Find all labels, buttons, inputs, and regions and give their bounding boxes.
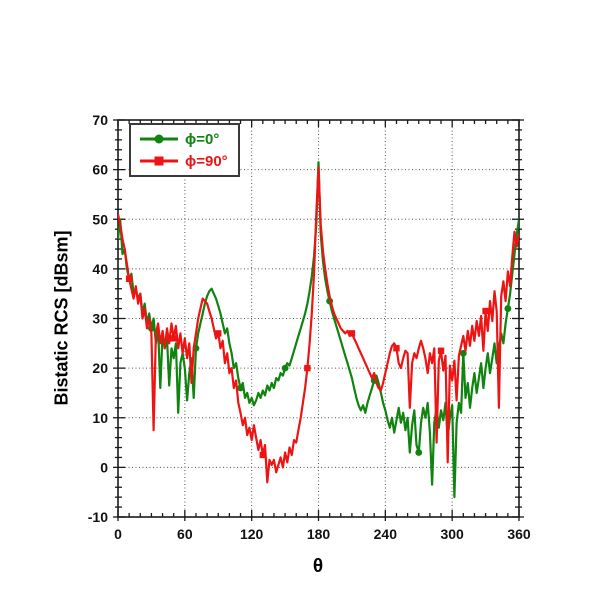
y-tick-label: 10 xyxy=(92,410,108,426)
series-marker xyxy=(237,384,244,392)
x-tick-label: 240 xyxy=(374,526,398,542)
series-line-0 xyxy=(118,161,519,499)
legend-label-phi90: ϕ=90° xyxy=(185,152,228,170)
series-marker xyxy=(259,451,267,459)
y-tick-label: 20 xyxy=(92,360,108,376)
series-marker xyxy=(437,347,445,354)
plot-frame xyxy=(117,119,520,518)
series-marker xyxy=(125,275,133,282)
x-tick-label: 60 xyxy=(177,526,193,542)
series-line-1 xyxy=(118,166,519,484)
x-tick-label: 180 xyxy=(307,526,331,542)
x-tick-label: 360 xyxy=(507,526,531,542)
y-tick-label: 50 xyxy=(92,211,108,227)
legend-swatch-phi90 xyxy=(140,156,178,166)
circle-marker-icon xyxy=(154,134,164,144)
series-marker xyxy=(215,330,222,337)
legend-item-phi0: ϕ=0° xyxy=(139,129,228,149)
legend-label-phi0: ϕ=0° xyxy=(185,130,220,148)
series-marker xyxy=(482,307,489,315)
y-tick-label: 70 xyxy=(92,112,108,128)
legend-item-phi90: ϕ=90° xyxy=(139,151,228,171)
series-marker xyxy=(415,449,423,456)
x-tick-label: 0 xyxy=(114,526,122,542)
legend: ϕ=0° ϕ=90° xyxy=(129,123,240,177)
series-marker xyxy=(170,335,177,342)
series-marker xyxy=(504,305,512,312)
series-marker xyxy=(393,345,400,352)
y-tick-label: 60 xyxy=(92,162,108,178)
square-marker-icon xyxy=(154,156,164,166)
y-tick-label: 0 xyxy=(100,459,108,475)
legend-swatch-phi0 xyxy=(140,134,178,144)
series-marker xyxy=(281,364,289,372)
y-tick-label: 30 xyxy=(92,311,108,327)
series-marker xyxy=(348,330,356,337)
x-axis-title: θ xyxy=(312,556,324,577)
series-marker xyxy=(304,364,311,372)
x-tick-label: 120 xyxy=(240,526,264,542)
y-axis-title: Bistatic RCS [dBsm] xyxy=(51,230,72,406)
y-tick-label: 40 xyxy=(92,261,108,277)
x-tick-label: 300 xyxy=(440,526,464,542)
y-tick-label: -10 xyxy=(88,509,108,525)
